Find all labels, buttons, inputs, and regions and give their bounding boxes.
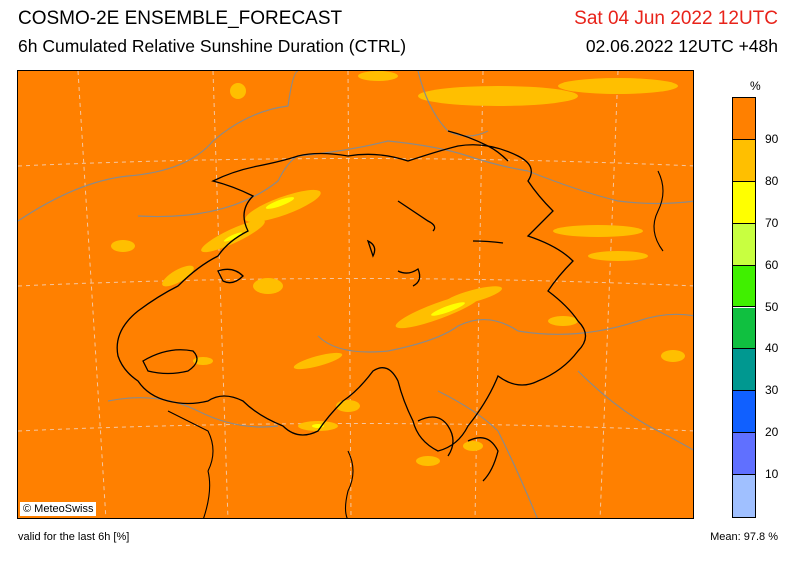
legend-cell — [733, 349, 755, 392]
run-info: 02.06.2022 12UTC +48h — [585, 36, 778, 56]
legend-unit: % — [750, 79, 761, 93]
legend-label: 40 — [765, 341, 779, 356]
map-canvas — [18, 71, 693, 518]
legend-label: 10 — [765, 467, 779, 482]
sunshine-patches-light — [223, 197, 465, 428]
legend-cell — [733, 265, 755, 308]
legend-cell — [733, 139, 755, 182]
legend-cell — [733, 475, 755, 517]
mean-value: Mean: 97.8 % — [710, 531, 778, 543]
forecast-map: © MeteoSwiss — [17, 70, 694, 519]
country-borders — [18, 71, 693, 518]
map-grid — [18, 71, 693, 518]
legend-label: 50 — [765, 299, 779, 314]
legend-cell — [733, 98, 755, 140]
legend-label: 70 — [765, 215, 779, 230]
valid-date: Sat 04 Jun 2022 12UTC — [574, 8, 778, 29]
sunshine-patches — [111, 71, 685, 466]
map-title: COSMO-2E ENSEMBLE_FORECAST — [18, 8, 343, 29]
legend-label: 90 — [765, 131, 779, 146]
legend-cell — [733, 307, 755, 350]
legend-cell — [733, 223, 755, 266]
swiss-border — [116, 130, 587, 482]
color-legend — [732, 97, 756, 518]
legend-label: 80 — [765, 173, 779, 188]
legend-label: 20 — [765, 425, 779, 440]
validity-note: valid for the last 6h [%] — [18, 531, 130, 543]
legend-cell — [733, 433, 755, 476]
region-borders — [167, 170, 664, 518]
legend-label: 30 — [765, 383, 779, 398]
legend-cell — [733, 391, 755, 434]
legend-label: 60 — [765, 257, 779, 272]
meteoswiss-credit: © MeteoSwiss — [20, 502, 97, 516]
map-subtitle: 6h Cumulated Relative Sunshine Duration … — [18, 36, 407, 56]
legend-cell — [733, 181, 755, 224]
